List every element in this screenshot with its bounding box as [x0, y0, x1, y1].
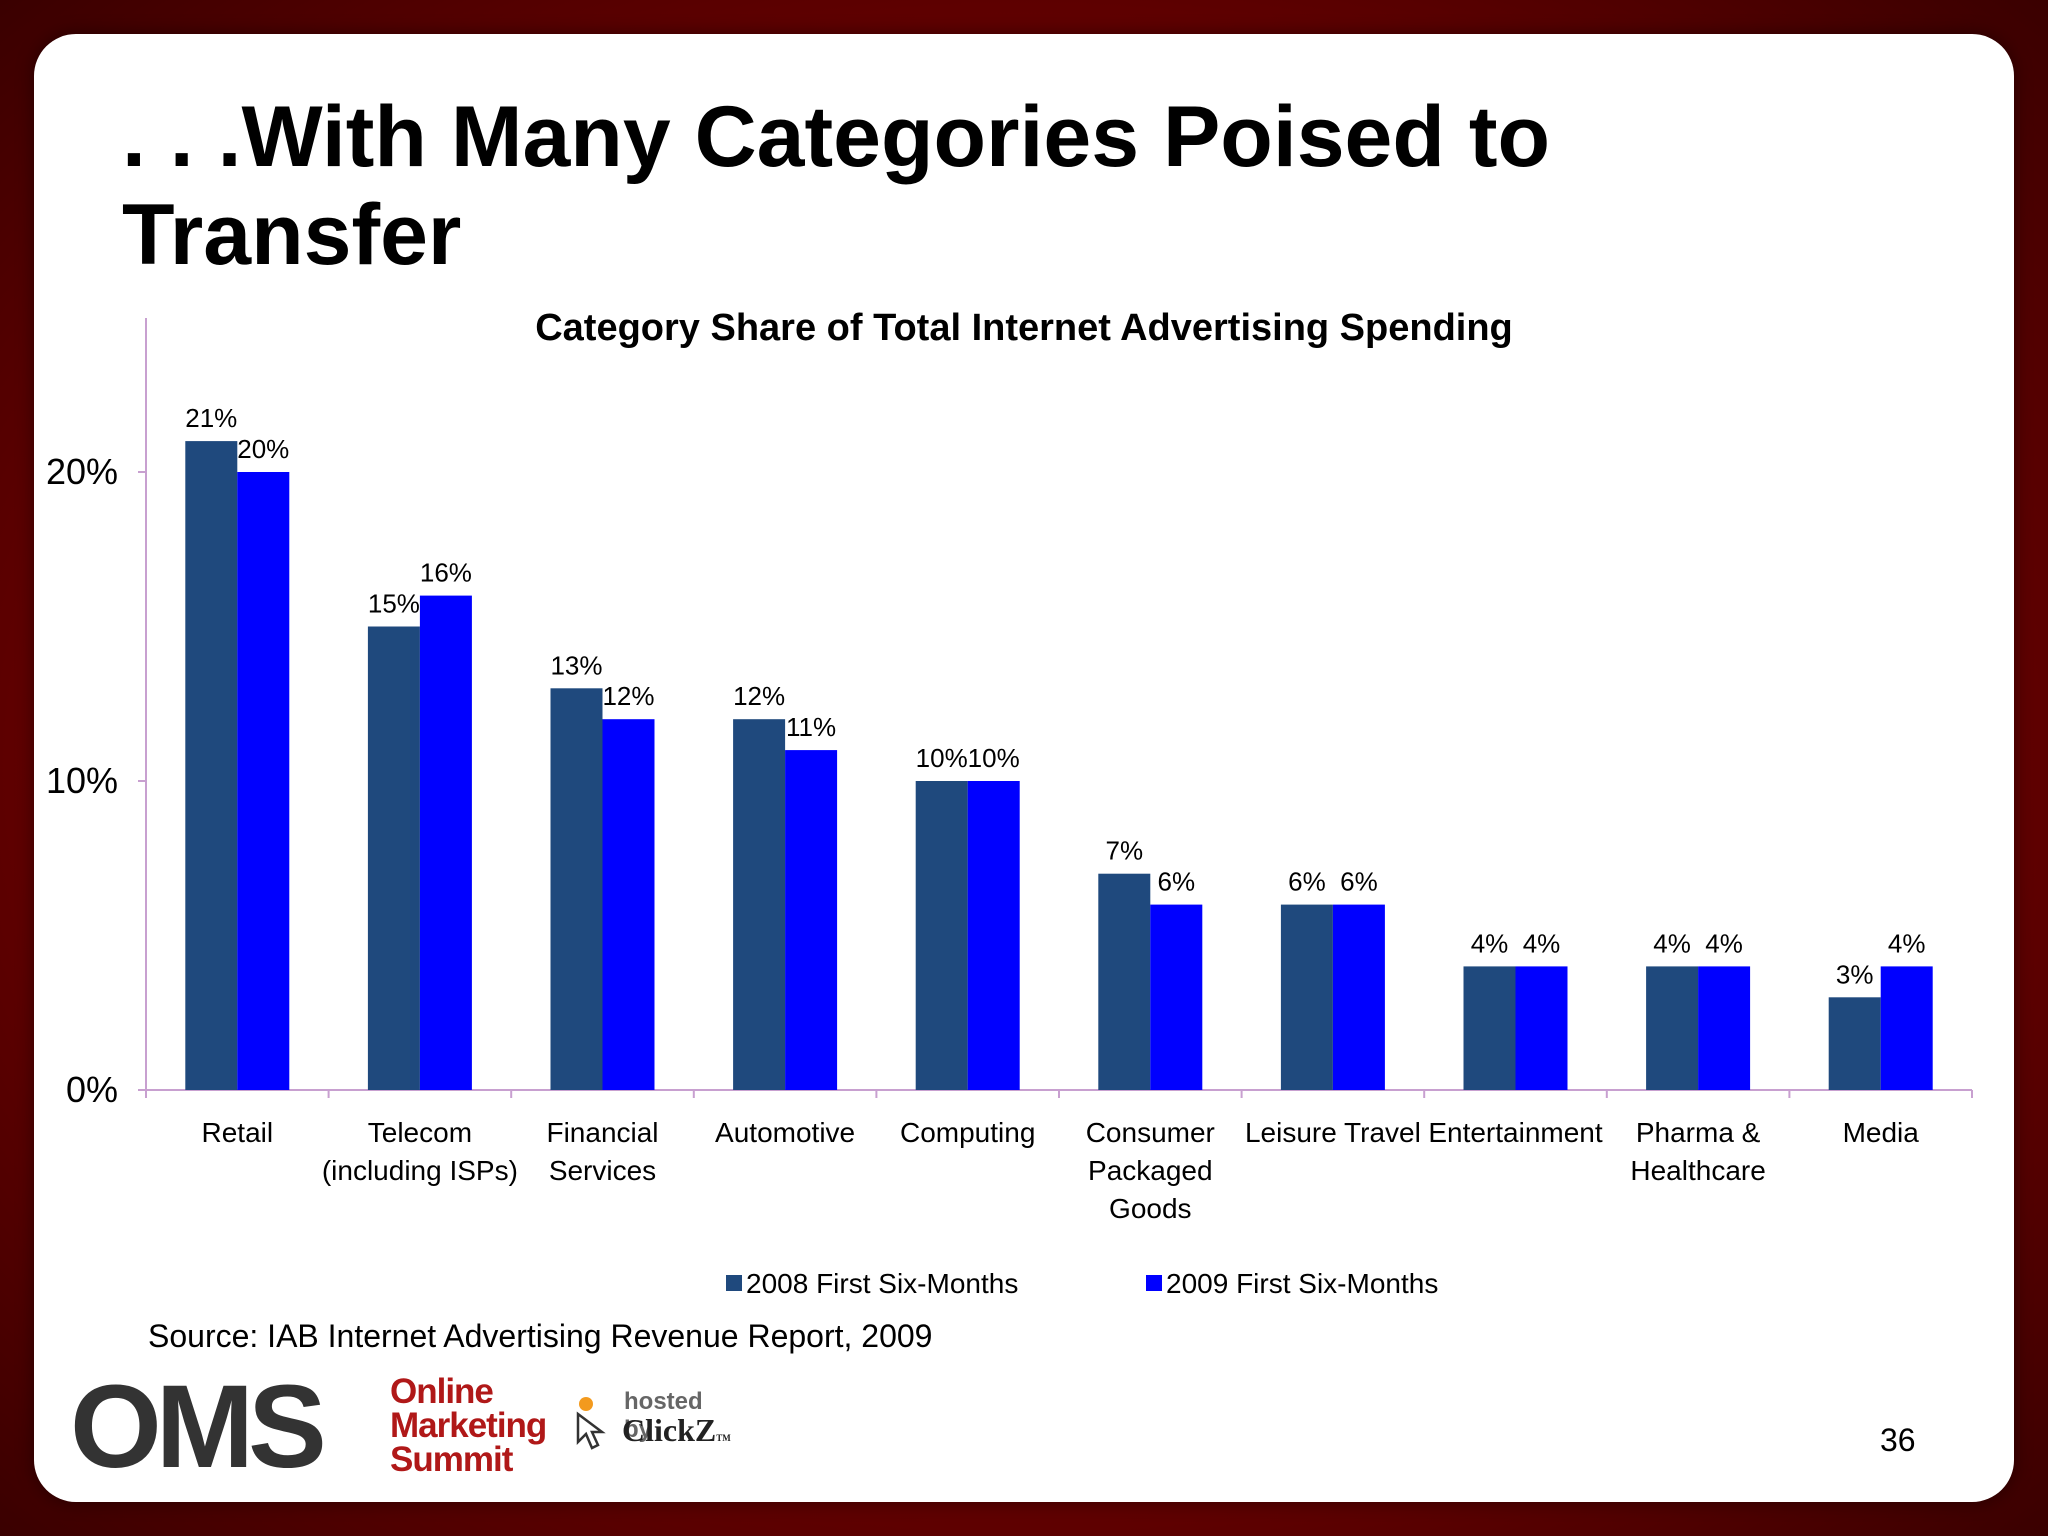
legend-label-2008: 2008 First Six-Months [746, 1268, 1018, 1299]
legend-swatch-2009 [1146, 1275, 1162, 1291]
bar-2008 [733, 719, 786, 1090]
slide-title: . . .With Many Categories Poised to Tran… [122, 89, 1550, 283]
data-label-2009: 11% [786, 712, 836, 742]
clickz-logo-name: ClickZ [622, 1412, 717, 1448]
data-label-2008: 7% [1106, 836, 1144, 866]
bar-2009 [1698, 966, 1751, 1090]
x-tick-label: Pharma & [1636, 1117, 1761, 1148]
chart-title: Category Share of Total Internet Adverti… [535, 307, 1513, 349]
oms-logo-word-marketing: Marketing [390, 1406, 547, 1445]
data-label-2009: 12% [602, 681, 654, 711]
oms-logo-word-summit: Summit [390, 1440, 513, 1479]
page-number: 36 [1880, 1422, 1916, 1458]
x-tick-label: Computing [900, 1117, 1035, 1148]
data-label-2008: 15% [368, 589, 420, 619]
bar-2009 [967, 781, 1020, 1090]
bar-2009 [419, 595, 472, 1090]
legend-label-2009: 2009 First Six-Months [1166, 1268, 1438, 1299]
clickz-logo-text: ClickZTM [622, 1412, 731, 1449]
bar-2008 [1098, 873, 1151, 1090]
source-note: Source: IAB Internet Advertising Revenue… [148, 1318, 933, 1354]
data-label-2008: 10% [916, 743, 968, 773]
bar-2008 [1463, 966, 1516, 1090]
data-label-2009: 20% [237, 434, 289, 464]
data-label-2009: 4% [1523, 928, 1561, 958]
y-tick-label: 10% [46, 760, 118, 801]
data-label-2008: 21% [185, 403, 237, 433]
x-tick-label: Packaged [1088, 1155, 1213, 1186]
oms-logo-word-online: Online [390, 1372, 494, 1411]
data-label-2008: 4% [1471, 928, 1509, 958]
data-label-2009: 16% [420, 558, 472, 588]
bar-2009 [1150, 904, 1203, 1090]
bar-2009 [785, 750, 838, 1090]
data-label-2009: 10% [968, 743, 1020, 773]
data-label-2009: 4% [1888, 928, 1926, 958]
bar-2008 [367, 626, 420, 1090]
x-tick-label: Media [1843, 1117, 1920, 1148]
data-label-2009: 4% [1705, 928, 1743, 958]
bar-2008 [915, 781, 968, 1090]
x-tick-label: (including ISPs) [322, 1155, 518, 1186]
data-label-2009: 6% [1158, 867, 1196, 897]
data-label-2009: 6% [1340, 867, 1378, 897]
data-label-2008: 12% [733, 681, 785, 711]
clickz-cursor-icon [576, 1397, 606, 1450]
bar-2008 [1828, 997, 1881, 1090]
y-tick-label: 20% [46, 451, 118, 492]
oms-logo-letters: OMS [70, 1361, 327, 1493]
data-label-2008: 4% [1653, 928, 1691, 958]
bar-2009 [1880, 966, 1933, 1090]
bar-2009 [1515, 966, 1568, 1090]
x-tick-label: Entertainment [1428, 1117, 1603, 1148]
data-label-2008: 6% [1288, 867, 1326, 897]
data-label-2008: 13% [550, 650, 602, 680]
data-label-2008: 3% [1836, 959, 1874, 989]
legend-swatch-2008 [726, 1275, 742, 1291]
x-tick-label: Automotive [715, 1117, 855, 1148]
bar-2009 [237, 472, 290, 1090]
x-tick-label: Financial [546, 1117, 658, 1148]
chart-data-labels: 21%20%15%16%13%12% 12%11%10% 10%7%6% 6% 6%4%… [185, 403, 1925, 989]
x-tick-label: Goods [1109, 1193, 1192, 1224]
bar-2009 [602, 719, 655, 1090]
x-tick-label: Healthcare [1630, 1155, 1765, 1186]
bar-2009 [1332, 904, 1385, 1090]
clickz-logo-tm: TM [716, 1433, 731, 1443]
x-tick-label: Services [549, 1155, 656, 1186]
x-tick-label: Telecom [368, 1117, 472, 1148]
bar-2008 [1280, 904, 1333, 1090]
chart-legend: 2008 First Six-Months 2009 First Six-Mont… [726, 1268, 1438, 1299]
bar-2008 [1646, 966, 1699, 1090]
hosted-by-text: hosted by [624, 1388, 703, 1443]
y-tick-label: 0% [66, 1069, 118, 1110]
chart-bars [185, 441, 1933, 1091]
x-tick-label: Leisure Travel [1245, 1117, 1421, 1148]
x-tick-label: Consumer [1086, 1117, 1215, 1148]
x-tick-label: Retail [202, 1117, 274, 1148]
bar-2008 [185, 441, 238, 1091]
slide [34, 34, 2014, 1502]
bar-2008 [550, 688, 603, 1090]
